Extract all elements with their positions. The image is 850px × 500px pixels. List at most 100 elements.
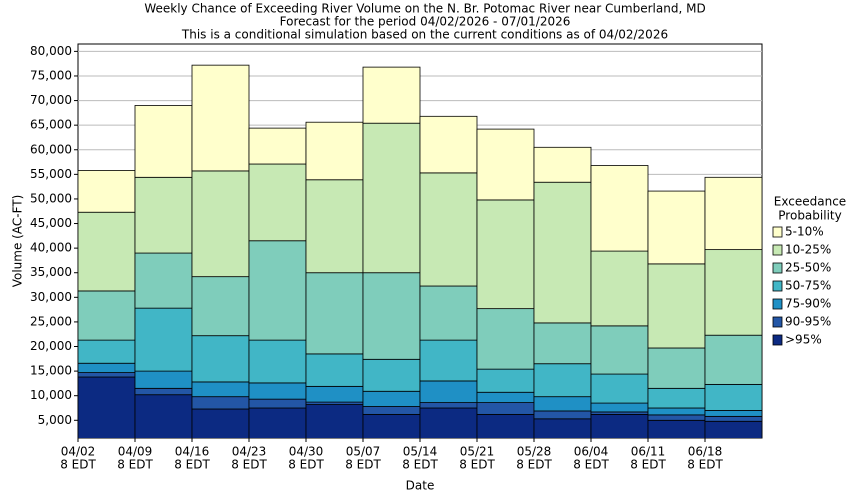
bar-segment bbox=[590, 413, 649, 438]
labels: 5,000 10,000 15,000 20,000 25,000 30,000 35,00… bbox=[30, 44, 831, 472]
bar-segment bbox=[248, 407, 307, 438]
bar-segment bbox=[533, 363, 592, 398]
bar-segment bbox=[305, 179, 364, 274]
bar-segment bbox=[704, 176, 762, 251]
bar-segment bbox=[533, 396, 592, 412]
bar-segment bbox=[590, 373, 649, 404]
bar-segment bbox=[704, 334, 762, 385]
legend-swatch bbox=[772, 334, 783, 346]
bar-segment bbox=[305, 404, 364, 438]
bar-segment bbox=[248, 398, 307, 409]
bar-segment bbox=[647, 414, 706, 421]
bar-segment bbox=[533, 322, 592, 365]
x-tick-sublabel: 8 EDT bbox=[402, 458, 438, 472]
bar-segment bbox=[704, 415, 762, 422]
bar-segment bbox=[476, 368, 535, 393]
bar-segment bbox=[191, 396, 250, 410]
bar-segment bbox=[647, 419, 706, 438]
x-tick-label: 06/18 bbox=[688, 445, 723, 459]
x-tick-label: 04/16 bbox=[175, 445, 210, 459]
bar-segment bbox=[476, 413, 535, 438]
y-tick-label: 35,000 bbox=[30, 265, 72, 279]
bar-segment bbox=[248, 240, 307, 341]
y-tick-label: 55,000 bbox=[30, 167, 72, 181]
x-tick-label: 05/21 bbox=[460, 445, 495, 459]
x-axis-label: Date bbox=[406, 479, 435, 493]
bar-segment bbox=[191, 64, 250, 172]
y-tick-label: 80,000 bbox=[30, 44, 72, 58]
bar-segment bbox=[476, 128, 535, 201]
bar-segment bbox=[590, 325, 649, 375]
x-tick-sublabel: 8 EDT bbox=[630, 458, 666, 472]
bar-segment bbox=[305, 353, 364, 387]
bar-segment bbox=[476, 308, 535, 370]
bar-segment bbox=[78, 339, 136, 364]
legend-label: 25-50% bbox=[785, 261, 831, 275]
bar-segment bbox=[590, 165, 649, 252]
bar-segment bbox=[78, 372, 136, 378]
y-tick-label: 10,000 bbox=[30, 388, 72, 402]
y-tick-label: 60,000 bbox=[30, 142, 72, 156]
bar-segment bbox=[362, 358, 421, 392]
x-tick-label: 04/23 bbox=[232, 445, 267, 459]
x-tick-sublabel: 8 EDT bbox=[459, 458, 495, 472]
legend-swatch bbox=[772, 244, 783, 256]
x-tick-sublabel: 8 EDT bbox=[516, 458, 552, 472]
legend-label: 50-75% bbox=[785, 279, 831, 293]
bar-segment bbox=[647, 190, 706, 265]
x-tick-label: 05/28 bbox=[517, 445, 552, 459]
x-tick-label: 04/02 bbox=[61, 445, 96, 459]
legend-label: 10-25% bbox=[785, 243, 831, 257]
legend-swatch bbox=[772, 262, 783, 274]
bar-segment bbox=[134, 105, 193, 178]
bar-segment bbox=[362, 66, 421, 124]
y-tick-label: 25,000 bbox=[30, 314, 72, 328]
bar-segment bbox=[476, 199, 535, 310]
bar-segment bbox=[134, 394, 193, 438]
bar-segment bbox=[533, 181, 592, 324]
y-tick-label: 40,000 bbox=[30, 241, 72, 255]
bar-segment bbox=[248, 163, 307, 242]
legend-swatch bbox=[772, 280, 783, 292]
bar-segment bbox=[191, 276, 250, 337]
bar-segment bbox=[419, 407, 478, 438]
bar-segment bbox=[248, 339, 307, 384]
y-tick-label: 65,000 bbox=[30, 118, 72, 132]
chart-subtitle: This is a conditional simulation based o… bbox=[181, 28, 668, 42]
bar-segment bbox=[419, 339, 478, 382]
x-tick-sublabel: 8 EDT bbox=[117, 458, 153, 472]
x-tick-sublabel: 8 EDT bbox=[60, 458, 96, 472]
bar-segment bbox=[78, 362, 136, 373]
bar-segment bbox=[647, 387, 706, 409]
bar-segment bbox=[248, 127, 307, 165]
chart-title: Weekly Chance of Exceeding River Volume … bbox=[144, 2, 705, 16]
bar-segment bbox=[134, 176, 193, 254]
x-tick-label: 04/09 bbox=[118, 445, 153, 459]
bars bbox=[78, 64, 762, 438]
bar-segment bbox=[305, 272, 364, 355]
bar-segment bbox=[134, 307, 193, 372]
bar-segment bbox=[647, 347, 706, 389]
bar-segment bbox=[590, 250, 649, 327]
bar-segment bbox=[419, 285, 478, 341]
bar-segment bbox=[419, 115, 478, 174]
bar-segment bbox=[533, 146, 592, 183]
bar-segment bbox=[419, 380, 478, 403]
x-tick-label: 04/30 bbox=[289, 445, 324, 459]
bar-segment bbox=[704, 383, 762, 411]
bar-segment bbox=[362, 272, 421, 360]
legend-swatch bbox=[772, 226, 783, 238]
bar-segment bbox=[704, 420, 762, 438]
x-tick-sublabel: 8 EDT bbox=[687, 458, 723, 472]
bar-segment bbox=[362, 406, 421, 415]
bar-segment bbox=[647, 263, 706, 349]
legend-label: 5-10% bbox=[785, 225, 824, 239]
legend-label: >95% bbox=[785, 333, 822, 347]
bar-segment bbox=[191, 335, 250, 383]
bar-segment bbox=[78, 211, 136, 292]
x-tick-sublabel: 8 EDT bbox=[288, 458, 324, 472]
legend-title: Exceedance bbox=[774, 195, 846, 209]
bar-segment bbox=[134, 370, 193, 389]
x-tick-sublabel: 8 EDT bbox=[174, 458, 210, 472]
